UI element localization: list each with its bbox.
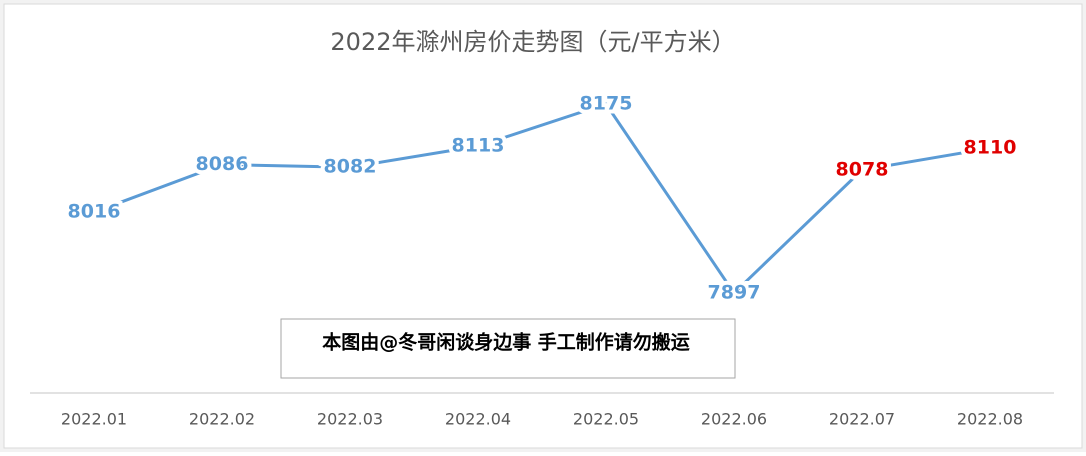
- annotation: 本图由@冬哥闲谈身边事 手工制作请勿搬运: [322, 331, 690, 354]
- x-tick-label: 2022.07: [829, 410, 895, 429]
- x-tick-label: 2022.01: [61, 410, 127, 429]
- data-label: 8110: [964, 137, 1017, 159]
- x-tick-label: 2022.04: [445, 410, 511, 429]
- data-label: 8175: [580, 93, 633, 115]
- x-tick-label: 2022.05: [573, 410, 639, 429]
- line: [93, 102, 991, 296]
- annotation-box: [280, 318, 736, 379]
- data-label: 8113: [452, 135, 505, 157]
- data-label: 8082: [324, 156, 377, 178]
- chart-title: 2022年滁州房价走势图（元/平方米）: [330, 28, 735, 56]
- chart-area: [3, 3, 1083, 449]
- x-tick-label: 2022.08: [957, 410, 1023, 429]
- data-label: 8086: [196, 153, 249, 175]
- data-label: 8016: [68, 201, 121, 223]
- x-tick-label: 2022.02: [189, 410, 255, 429]
- data-label: 8078: [836, 158, 889, 180]
- data-label: 7897: [708, 282, 761, 304]
- x-tick-label: 2022.03: [317, 410, 383, 429]
- x-tick-label: 2022.06: [701, 410, 767, 429]
